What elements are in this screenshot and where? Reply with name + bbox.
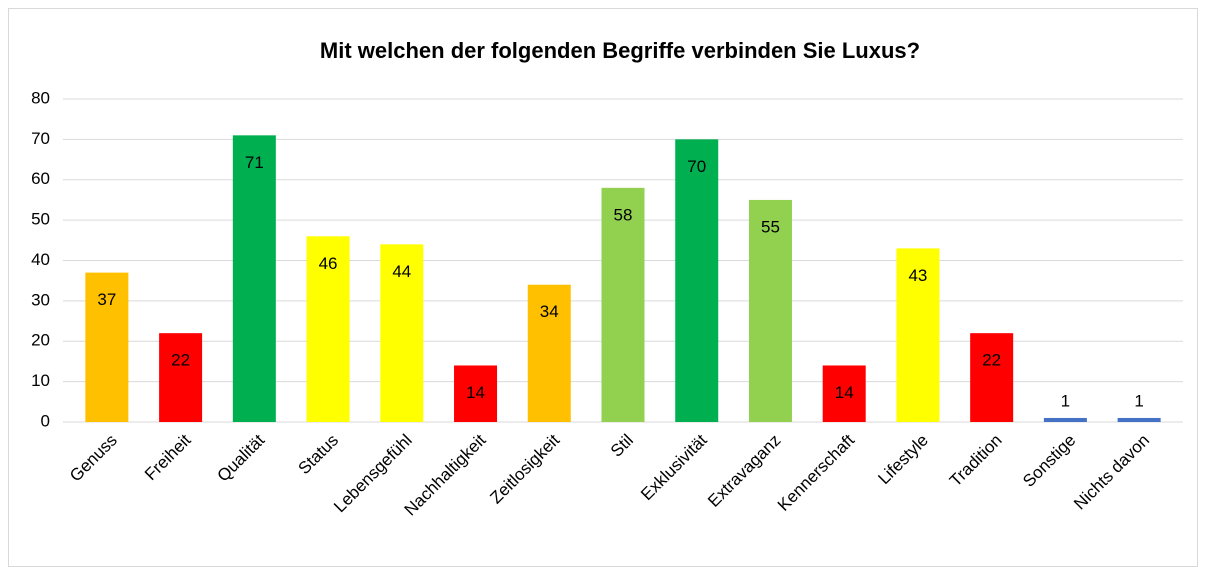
data-label: 70 [687,157,706,176]
bar [232,135,276,422]
y-tick-label: 60 [31,169,50,188]
bar [454,365,498,422]
chart-title: Mit welchen der folgenden Begriffe verbi… [320,38,920,63]
bar [1117,417,1161,422]
data-label: 1 [1134,391,1143,410]
bar [970,333,1014,422]
bar [380,244,424,422]
bar [1043,417,1087,422]
y-tick-label: 0 [41,411,50,430]
y-tick-label: 10 [31,371,50,390]
bar [85,272,129,422]
bar [822,365,866,422]
data-label: 1 [1061,391,1070,410]
y-tick-label: 20 [31,331,50,350]
data-label: 58 [614,205,633,224]
data-label: 43 [908,266,927,285]
bar [306,236,350,422]
data-label: 22 [982,351,1001,370]
y-tick-label: 70 [31,129,50,148]
y-tick-label: 40 [31,250,50,269]
bar [896,248,940,422]
data-label: 34 [540,302,559,321]
y-tick-label: 80 [31,88,50,107]
data-label: 46 [319,254,338,273]
data-label: 55 [761,217,780,236]
data-label: 44 [392,262,411,281]
bar [601,187,645,422]
bar [159,333,203,422]
data-label: 22 [171,351,190,370]
data-label: 14 [466,383,485,402]
data-label: 14 [835,383,854,402]
data-label: 71 [245,153,264,172]
bar [675,139,719,422]
bar [748,199,792,422]
bar [527,284,571,422]
y-tick-label: 30 [31,290,50,309]
y-tick-label: 50 [31,210,50,229]
data-label: 37 [97,290,116,309]
